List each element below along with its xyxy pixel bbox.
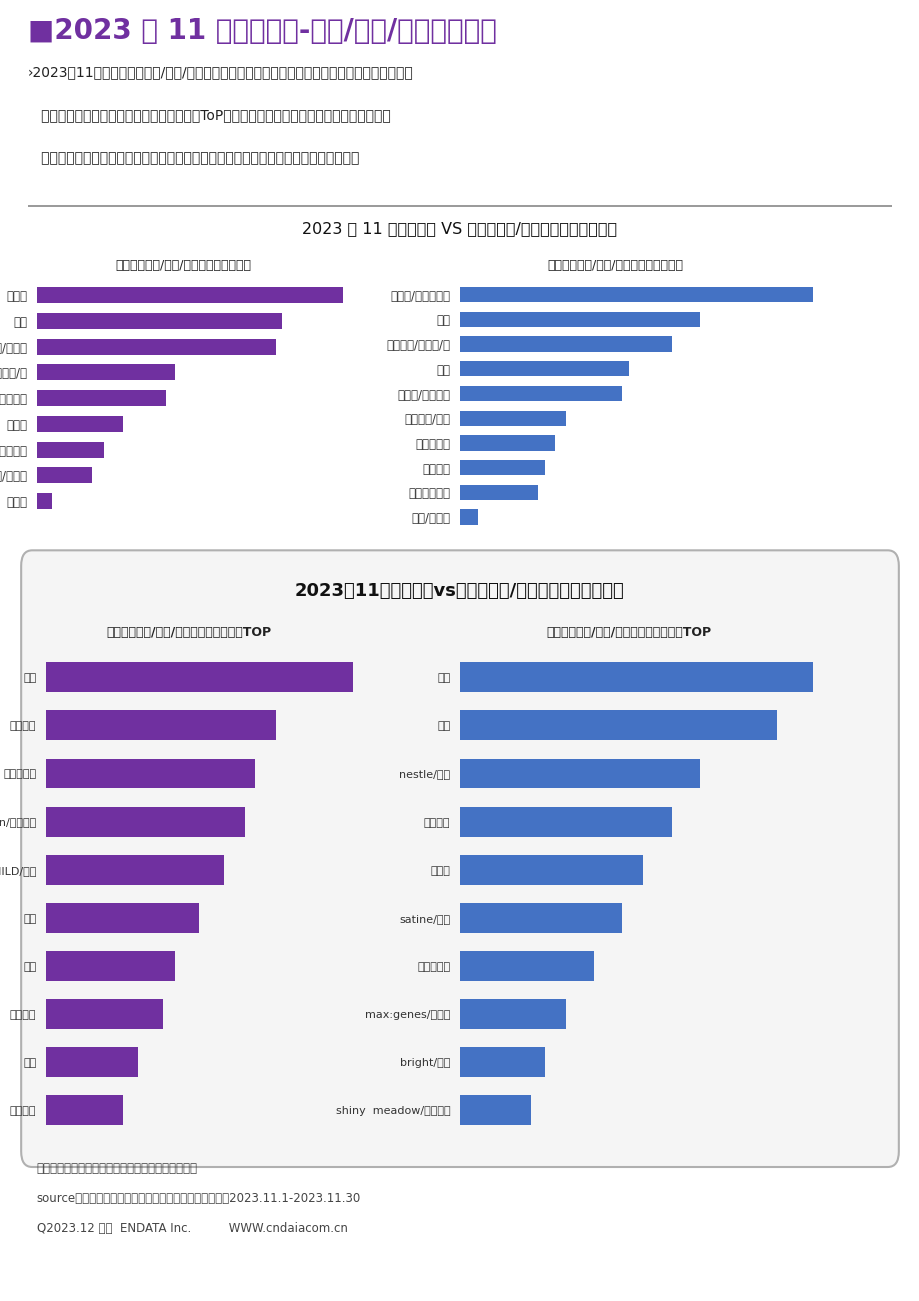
Bar: [460, 337, 671, 351]
Bar: [37, 493, 52, 509]
Bar: [460, 1095, 530, 1125]
Bar: [37, 338, 276, 355]
Bar: [460, 386, 621, 401]
Bar: [46, 807, 245, 837]
Bar: [37, 467, 92, 483]
Bar: [37, 390, 165, 406]
Bar: [46, 1095, 122, 1125]
Bar: [460, 288, 811, 302]
Bar: [46, 662, 352, 692]
Bar: [46, 758, 255, 788]
Bar: [37, 288, 343, 303]
Text: 看，抖音平台对新锐品牌更为友好，淘系平台销额较高品牌均为一线大牌或其子品牌。: 看，抖音平台对新锐品牌更为友好，淘系平台销额较高品牌均为一线大牌或其子品牌。: [28, 151, 358, 165]
Bar: [46, 710, 276, 740]
Bar: [37, 314, 282, 329]
Text: 淘系平台咖啡/麦片/冲饮品类预估销售额: 淘系平台咖啡/麦片/冲饮品类预估销售额: [547, 259, 683, 272]
Bar: [460, 951, 594, 981]
Bar: [460, 436, 555, 450]
Bar: [460, 999, 565, 1029]
Text: source：艺思营精智麻、艺思电商智库，数据统计周期：2023.11.1-2023.11.30: source：艺思营精智麻、艺思电商智库，数据统计周期：2023.11.1-20…: [37, 1192, 360, 1205]
Bar: [460, 807, 671, 837]
Bar: [46, 855, 223, 885]
Bar: [37, 416, 122, 432]
Bar: [460, 758, 699, 788]
Bar: [460, 312, 699, 327]
Bar: [37, 364, 175, 380]
Text: 抖音平台咖啡/麦片/冲饮品牌预估销售额TOP: 抖音平台咖啡/麦片/冲饮品牌预估销售额TOP: [107, 626, 271, 639]
Bar: [460, 362, 629, 376]
Bar: [46, 999, 163, 1029]
Bar: [37, 441, 104, 458]
Bar: [460, 510, 477, 524]
Text: 2023 年 11 月抖音平台 VS 淘系平台冲/乳品类预估销售额对比: 2023 年 11 月抖音平台 VS 淘系平台冲/乳品类预估销售额对比: [302, 221, 617, 237]
Bar: [460, 1047, 544, 1077]
Bar: [460, 411, 565, 425]
Bar: [46, 951, 175, 981]
FancyBboxPatch shape: [21, 550, 898, 1167]
Text: ›2023年11月，抖音平台咖啡/麦片/冲饮品类销售额位居食品饮料总类目销售额第六名，其中乳品: ›2023年11月，抖音平台咖啡/麦片/冲饮品类销售额位居食品饮料总类目销售额第…: [28, 65, 413, 79]
Bar: [460, 485, 537, 500]
Text: ■2023 年 11 月食品饮料-咖啡/麦片/冲饮行业概况: ■2023 年 11 月食品饮料-咖啡/麦片/冲饮行业概况: [28, 17, 496, 46]
Text: 淘系平台咖啡/麦片/冲饮品牌预估销售额TOP: 淘系平台咖啡/麦片/冲饮品牌预估销售额TOP: [546, 626, 711, 639]
Bar: [46, 1047, 138, 1077]
Bar: [460, 855, 642, 885]
Text: 2023年11月抖音平台vs淘系平台冲/乳品牌预估销售额对比: 2023年11月抖音平台vs淘系平台冲/乳品牌预估销售额对比: [295, 583, 624, 600]
Bar: [460, 461, 544, 475]
Text: 注：淘系平台包括淘宝、天猫、天猫超市、天猫国际: 注：淘系平台包括淘宝、天猫、天猫超市、天猫国际: [37, 1163, 198, 1175]
Bar: [460, 903, 621, 933]
Text: Q2023.12 艺恩  ENDATA Inc.          WWW.cndaiacom.cn: Q2023.12 艺恩 ENDATA Inc. WWW.cndaiacom.cn: [37, 1222, 347, 1235]
Bar: [460, 710, 777, 740]
Bar: [460, 662, 811, 692]
Text: 品类表现最佳；淘系平台与抖音平台销售额ToP对比差异不大，冲饮类别占比较高；从品牌来: 品类表现最佳；淘系平台与抖音平台销售额ToP对比差异不大，冲饮类别占比较高；从品…: [28, 108, 390, 122]
Bar: [46, 903, 199, 933]
Text: 抖音平台咖啡/麦片/冲饮品类预估销售额: 抖音平台咖啡/麦片/冲饮品类预估销售额: [115, 259, 251, 272]
